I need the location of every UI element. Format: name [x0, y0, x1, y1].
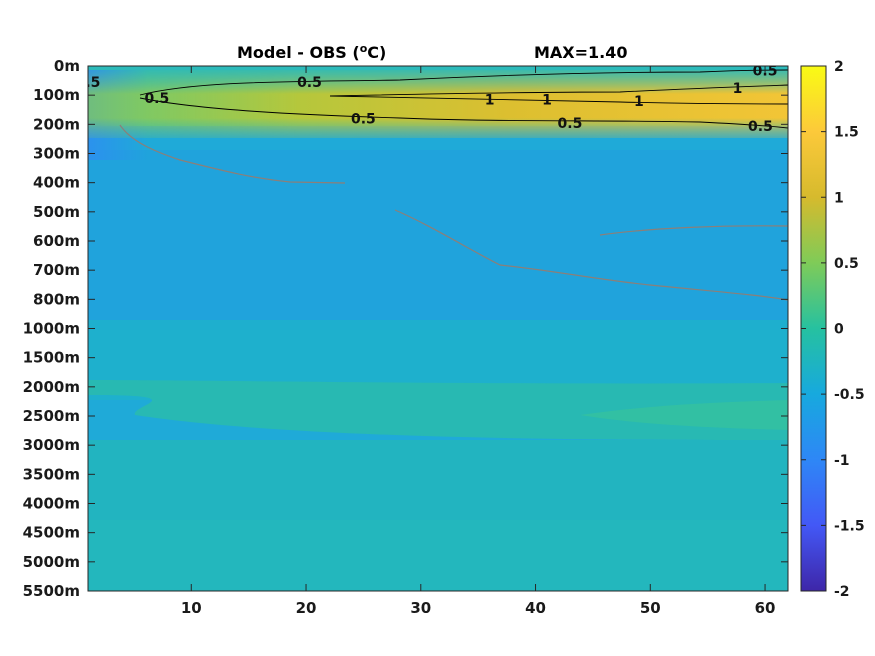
contour-label: 1	[485, 93, 495, 109]
chart-title-unit-sup: o	[360, 42, 368, 55]
colorbar-tick-label: 1.5	[834, 125, 859, 141]
y-tick-label: 200m	[33, 115, 80, 133]
contour-label: 0.5	[558, 116, 583, 132]
chart-title-unit-tail: C)	[367, 43, 386, 62]
contour-label: 0.5	[748, 119, 773, 135]
contour-label: 1	[634, 94, 644, 110]
y-tick-label: 500m	[33, 203, 80, 221]
bottom-layer	[88, 520, 788, 591]
y-tick-label: 400m	[33, 174, 80, 192]
deep-warm-region	[88, 380, 788, 440]
x-axis: 10 20 30 40 50 60	[181, 66, 776, 617]
colorbar-tick-label: 0	[834, 322, 844, 338]
contour-label: 1	[542, 93, 552, 109]
y-tick-label: 800m	[33, 290, 80, 308]
y-tick-label: 3000m	[23, 436, 80, 454]
colorbar-tick-label: -1.5	[834, 518, 865, 534]
y-tick-label: 4500m	[23, 524, 80, 542]
contour-label: 0.5	[144, 91, 169, 107]
contour-0.5-bottom	[139, 97, 788, 129]
contour-label: 0.5	[297, 75, 322, 91]
contour-label: 0.5	[351, 112, 376, 128]
deep-warm-core	[580, 400, 788, 430]
y-tick-label: 1500m	[23, 349, 80, 367]
max-annotation: MAX=1.40	[534, 43, 628, 62]
colorbar-tick-label: -2	[834, 584, 850, 600]
y-tick-label: 5500m	[23, 582, 80, 600]
y-tick-label: 3500m	[23, 465, 80, 483]
colorbar-tick-label: -0.5	[834, 387, 865, 403]
x-tick-label: 10	[181, 599, 202, 617]
colorbar-tick-label: 1	[834, 190, 844, 206]
colorbar-tick-label: -1	[834, 453, 850, 469]
y-tick-label: 2500m	[23, 407, 80, 425]
chart-title: Model - OBS (oC)	[237, 42, 386, 62]
x-tick-label: 30	[410, 599, 431, 617]
x-tick-label: 50	[640, 599, 661, 617]
zero-contour-right	[599, 225, 788, 236]
zero-contour-lower	[394, 209, 788, 301]
y-tick-label: 5000m	[23, 553, 80, 571]
mid-layer	[88, 150, 788, 330]
zero-contour-upper	[119, 124, 346, 184]
contour-label: 0.5	[76, 75, 101, 91]
colorbar-ticks: 2 1.5 1 0.5 0 -0.5 -1 -1.5 -2	[801, 59, 865, 600]
y-tick-label: 2000m	[23, 378, 80, 396]
colorbar-tick-label: 2	[834, 59, 844, 75]
y-tick-label: 4000m	[23, 495, 80, 513]
x-tick-label: 60	[755, 599, 776, 617]
y-tick-label: 300m	[33, 145, 80, 163]
y-tick-label: 600m	[33, 232, 80, 250]
warm-band	[88, 70, 788, 138]
contour-1	[329, 84, 788, 105]
y-tick-label: 700m	[33, 261, 80, 279]
plot-area: 0.50.50.50.5 1 1 110.5 0.5 0.5	[76, 66, 788, 591]
x-tick-label: 40	[525, 599, 546, 617]
y-tick-label: 1000m	[23, 320, 80, 338]
x-tick-label: 20	[296, 599, 317, 617]
y-tick-label: 100m	[33, 86, 80, 104]
contour-0.5-top	[139, 69, 788, 96]
y-axis: 0m 100m 200m 300m 400m 500m 600m 700m 800m 1000m 1…	[23, 57, 788, 600]
colorbar-tick-label: 0.5	[834, 256, 859, 272]
contour-label: 1	[733, 81, 743, 97]
y-tick-label: 0m	[54, 57, 80, 75]
